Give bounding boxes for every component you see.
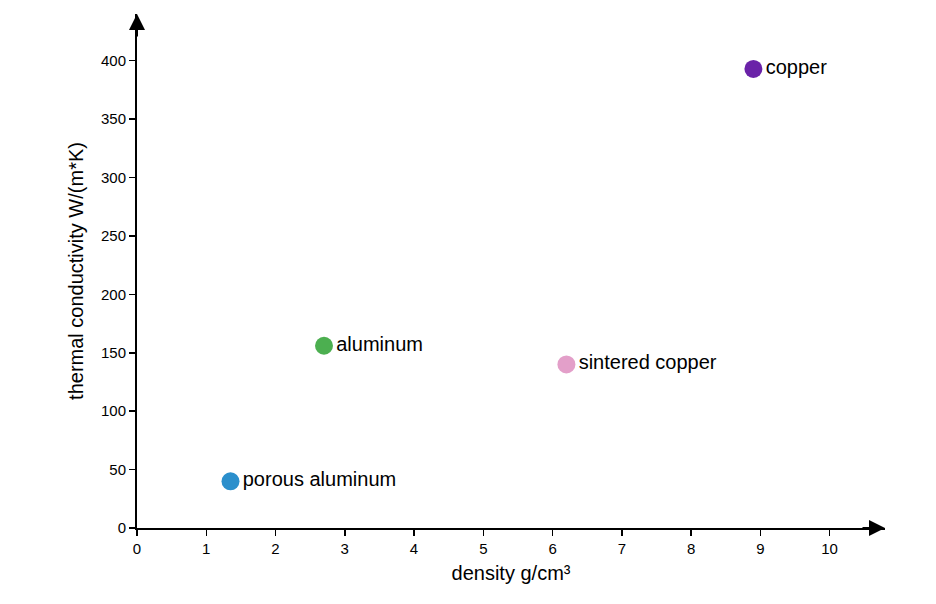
svg-text:1: 1 bbox=[202, 540, 210, 557]
svg-text:50: 50 bbox=[109, 461, 126, 478]
svg-text:150: 150 bbox=[101, 344, 126, 361]
svg-text:2: 2 bbox=[271, 540, 279, 557]
svg-text:4: 4 bbox=[410, 540, 418, 557]
svg-text:7: 7 bbox=[618, 540, 626, 557]
svg-text:3: 3 bbox=[341, 540, 349, 557]
svg-text:0: 0 bbox=[133, 540, 141, 557]
svg-text:0: 0 bbox=[118, 519, 126, 536]
svg-text:aluminum: aluminum bbox=[336, 333, 423, 355]
svg-text:6: 6 bbox=[548, 540, 556, 557]
svg-text:200: 200 bbox=[101, 286, 126, 303]
svg-text:250: 250 bbox=[101, 227, 126, 244]
svg-text:100: 100 bbox=[101, 402, 126, 419]
svg-text:400: 400 bbox=[101, 52, 126, 69]
svg-text:thermal conductivity W/(m*K): thermal conductivity W/(m*K) bbox=[65, 142, 87, 400]
svg-text:300: 300 bbox=[101, 169, 126, 186]
svg-text:density g/cm³: density g/cm³ bbox=[452, 562, 571, 584]
svg-text:9: 9 bbox=[756, 540, 764, 557]
svg-text:sintered copper: sintered copper bbox=[579, 351, 717, 373]
svg-text:porous aluminum: porous aluminum bbox=[243, 468, 396, 490]
svg-text:5: 5 bbox=[479, 540, 487, 557]
svg-text:10: 10 bbox=[821, 540, 838, 557]
svg-text:8: 8 bbox=[687, 540, 695, 557]
svg-text:copper: copper bbox=[766, 56, 827, 78]
svg-text:350: 350 bbox=[101, 110, 126, 127]
